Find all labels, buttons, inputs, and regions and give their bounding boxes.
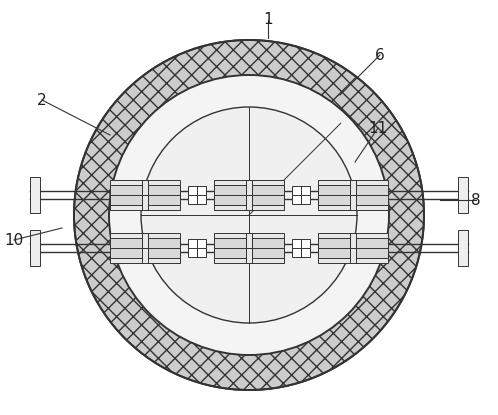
Text: 1: 1 [263,12,273,27]
Text: 8: 8 [471,193,481,208]
Bar [110,238,142,258]
Bar [110,180,180,210]
Text: 10: 10 [4,232,23,247]
Circle shape [141,107,357,323]
Bar [292,186,310,204]
Bar [214,238,246,258]
Bar [148,238,180,258]
Bar [110,233,180,263]
Bar [318,238,350,258]
Circle shape [74,40,424,390]
Bar [318,185,350,205]
Bar [458,230,468,266]
Bar [148,185,180,205]
Bar [188,186,206,204]
Bar [110,185,142,205]
Bar [458,177,468,213]
Bar [252,185,284,205]
Text: 6: 6 [375,47,385,63]
Bar [214,180,284,210]
Bar [30,230,40,266]
Bar [188,239,206,257]
Bar [214,233,284,263]
Bar [292,239,310,257]
Bar [318,233,388,263]
Bar [356,185,388,205]
Bar [318,180,388,210]
Circle shape [109,75,389,355]
Text: 2: 2 [37,93,47,107]
Bar [214,185,246,205]
Bar [252,238,284,258]
Bar [356,238,388,258]
Bar [30,177,40,213]
Text: 11: 11 [369,120,387,136]
